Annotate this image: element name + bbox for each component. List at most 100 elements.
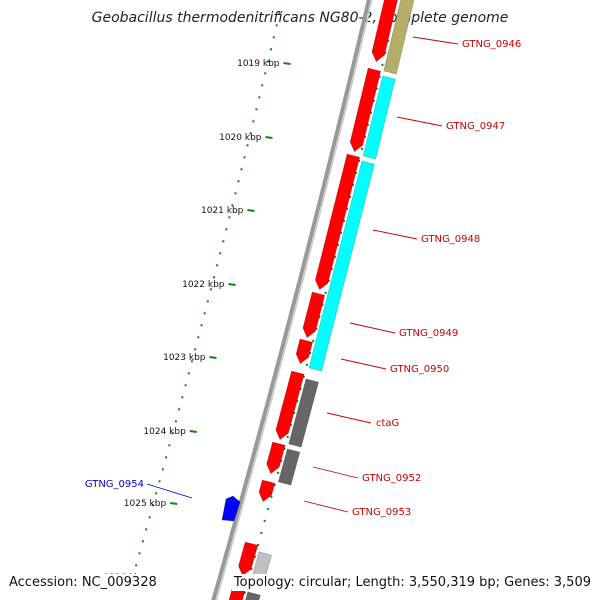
scale-dot [286,435,289,438]
scale-dot [309,351,311,354]
scale-dot [318,315,321,318]
gene-label: GTNG_0946 [462,39,521,50]
gene-feature [349,67,382,153]
gene-feature [314,153,361,291]
gene-feature [238,541,259,577]
kbp-label: 1022 kbp [182,280,225,290]
scale-dot [327,279,330,282]
scale-dot [283,447,286,450]
gene-feature [245,591,261,600]
gene-feature [258,479,276,503]
scale-dot [228,216,231,219]
scale-dot [366,123,369,126]
gene-leader-line [372,229,418,240]
gene-labels: GTNG_0946 GTNG_0947 GTNG_0948 GTNG_0949 GTNG… [85,36,521,518]
scale-dot [343,219,345,222]
scale-dot [321,303,324,306]
scale-dot [369,111,372,114]
kbp-label: 1020 kbp [219,133,262,143]
gene-leader-line [303,500,349,513]
scale-dot [155,492,158,495]
scale-dot [151,504,154,507]
kbp-label: 1021 kbp [201,206,244,216]
gene-feature [308,160,375,372]
scale-dot [219,252,222,255]
scale-dot [246,144,249,147]
scale-dot [184,384,187,387]
kbp-tick [170,502,178,505]
gene-label: GTNG_0948 [421,234,480,245]
scale-dot [276,471,279,474]
backbone-arc [211,0,373,600]
kbp-tick [228,283,236,286]
scale-dot [225,228,228,231]
scale-dot [222,240,225,243]
kbp-label: 1024 kbp [143,427,186,437]
scale-dot [372,99,375,102]
backbone-inner-line [215,0,373,600]
gene-feature [288,378,319,448]
gene-feature [277,448,301,486]
scale-dot [280,459,283,462]
scale-dot [250,567,253,570]
scale-dot [358,159,360,162]
scale-dot [273,483,276,486]
gene-label: ctaG [376,418,399,429]
scale-dot [194,348,197,351]
gene-leader-line [412,36,459,45]
gene-leader-line [396,116,443,127]
kbp-tick [189,430,197,433]
scale-dot [197,336,200,339]
gene-feature [362,75,396,160]
scale-dot [340,231,342,234]
gene-label: GTNG_0952 [362,473,421,484]
kbp-tick [247,209,255,212]
scale-dot [261,84,264,87]
gene-feature [275,370,305,441]
scale-dot [330,267,333,270]
scale-dot [200,324,203,327]
scale-dot [171,432,174,435]
scale-dot [352,183,354,186]
scale-dot [260,531,263,534]
scale-dot [267,60,270,63]
kbp-tick [265,136,273,139]
scale-dot [387,39,390,42]
gene-label: GTNG_0947 [446,121,505,132]
scale-dot [243,591,246,594]
scale-dot [381,63,384,66]
scale-dot [145,528,148,531]
scale-dot [141,540,144,543]
scale-dot [378,75,381,78]
scale-dot [324,291,327,294]
scale-dot [148,516,151,519]
kbp-label: 1025 kbp [124,499,167,509]
scale-dot [165,456,168,459]
backbone-outer-line [211,0,371,600]
scale-dot [234,192,237,195]
scale-dot [206,300,209,303]
scale-dot [270,495,273,498]
scale-dot [349,195,351,198]
scale-dot [278,12,281,15]
scale-dot [275,24,278,27]
scale-dot [249,132,252,135]
scale-dot [161,468,164,471]
scale-dot [375,87,378,90]
scale-dot [158,480,161,483]
scale-dot [361,147,363,150]
scale-dot [293,411,296,414]
gene-feature [302,291,326,339]
scale-dot [243,156,246,159]
gene-leader-line [312,466,359,479]
gene-leader-line [340,358,387,370]
scale-dot [135,564,138,567]
scale-dot [240,168,243,171]
scale-dot [272,36,275,39]
scale-dot [168,444,171,447]
scale-dot [296,399,299,402]
scale-dot [333,255,336,258]
scale-dot [257,543,260,546]
scale-dot [299,387,302,390]
